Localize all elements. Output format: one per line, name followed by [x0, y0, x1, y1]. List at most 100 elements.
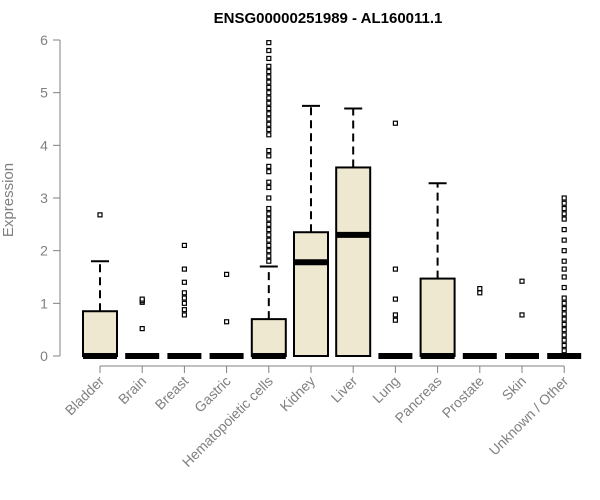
- outlier-point: [561, 311, 567, 317]
- outlier-point: [392, 120, 398, 126]
- box-hematopoietic-cells: [250, 40, 287, 359]
- outlier-point: [181, 300, 187, 306]
- outlier-point: [266, 153, 272, 159]
- outlier-point: [266, 148, 272, 154]
- x-tick-label: Lung: [369, 373, 402, 406]
- box-liver: [335, 107, 372, 357]
- x-tick-label: Prostate: [439, 373, 487, 421]
- outlier-point: [266, 205, 272, 212]
- outlier-point: [266, 55, 272, 62]
- outlier-point: [561, 332, 567, 338]
- outlier-point: [561, 274, 567, 280]
- box-skin: [505, 278, 539, 359]
- outlier-point: [392, 296, 398, 302]
- box-kidney: [293, 104, 329, 358]
- outlier-point: [266, 132, 272, 138]
- x-tick-label: Breast: [152, 373, 192, 413]
- outlier-point: [266, 248, 272, 254]
- y-tick-label: 6: [40, 32, 48, 48]
- outlier-point: [266, 163, 272, 169]
- outlier-point: [561, 284, 567, 291]
- outlier-point: [266, 216, 272, 222]
- y-tick-label: 5: [40, 85, 48, 101]
- outlier-point: [181, 242, 187, 248]
- y-tick-label: 1: [40, 295, 48, 311]
- outlier-point: [266, 179, 272, 185]
- outlier-point: [97, 212, 103, 218]
- outlier-point: [266, 195, 272, 201]
- y-tick-label: 2: [40, 243, 48, 259]
- outlier-point: [266, 68, 272, 75]
- outlier-point: [266, 74, 272, 80]
- outlier-point: [519, 312, 525, 318]
- box-rect: [82, 310, 118, 358]
- y-axis: 0 1 2 3 4 5 6: [40, 32, 61, 364]
- outlier-point: [181, 279, 187, 285]
- outlier-point: [561, 195, 567, 201]
- outlier-point: [139, 296, 145, 302]
- outlier-point: [519, 278, 525, 284]
- outlier-point: [224, 319, 230, 325]
- outlier-point: [266, 242, 272, 248]
- x-tick-label: Bladder: [62, 373, 108, 419]
- outlier-point: [266, 100, 272, 106]
- outlier-point: [561, 211, 567, 217]
- outlier-point: [266, 79, 272, 85]
- x-tick-label: Brain: [115, 373, 149, 407]
- box-prostate: [462, 285, 497, 359]
- outlier-point: [266, 84, 272, 91]
- outlier-point: [266, 121, 272, 127]
- outlier-point: [181, 290, 187, 296]
- box-rect: [250, 318, 287, 357]
- boxes-group: [82, 40, 582, 359]
- outlier-point: [266, 63, 272, 69]
- outlier-point: [266, 47, 272, 54]
- y-axis-label: Expression: [0, 163, 17, 237]
- outlier-point: [561, 295, 567, 301]
- outlier-point: [561, 342, 567, 349]
- x-tick-label: Skin: [499, 373, 530, 404]
- x-tick-label: Pancreas: [392, 373, 445, 426]
- outlier-point: [266, 40, 272, 46]
- chart-title: ENSG00000251989 - AL160011.1: [214, 10, 443, 27]
- outlier-point: [266, 253, 272, 259]
- outlier-point: [181, 307, 187, 313]
- box-gastric: [209, 271, 244, 359]
- outlier-point: [561, 266, 567, 272]
- box-rect: [335, 166, 372, 357]
- box-rect: [419, 277, 456, 357]
- outlier-point: [266, 126, 272, 133]
- outlier-point: [266, 184, 272, 191]
- y-tick-label: 4: [40, 137, 48, 153]
- outlier-point: [266, 221, 272, 227]
- x-tick-label: Liver: [328, 373, 361, 406]
- box-lung: [378, 120, 413, 359]
- outlier-point: [266, 105, 272, 112]
- y-tick-label: 3: [40, 190, 48, 206]
- outlier-point: [181, 266, 187, 272]
- box-brain: [125, 296, 160, 359]
- outlier-point: [181, 312, 187, 318]
- outlier-point: [561, 205, 567, 212]
- box-unknown-other: [547, 195, 582, 359]
- outlier-point: [561, 348, 567, 354]
- outlier-point: [561, 300, 567, 306]
- box-breast: [167, 242, 202, 359]
- outlier-point: [266, 116, 272, 122]
- outlier-point: [266, 90, 272, 96]
- outlier-point: [266, 211, 272, 217]
- outlier-point: [561, 248, 567, 254]
- outlier-point: [266, 237, 272, 243]
- outlier-point: [561, 237, 567, 243]
- outlier-point: [561, 306, 567, 312]
- outlier-point: [561, 321, 567, 327]
- outlier-point: [561, 337, 567, 343]
- outlier-point: [392, 317, 398, 323]
- outlier-point: [392, 312, 398, 318]
- outlier-point: [561, 327, 567, 333]
- y-tick-label: 0: [40, 348, 48, 364]
- x-tick-label: Unknown / Other: [486, 373, 572, 459]
- outlier-point: [266, 169, 272, 175]
